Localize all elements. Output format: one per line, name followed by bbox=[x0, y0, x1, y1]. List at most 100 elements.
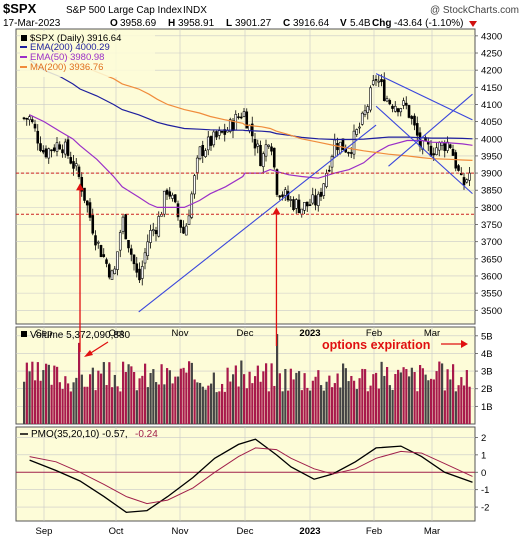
candle-body bbox=[30, 119, 34, 123]
volume-bar bbox=[232, 374, 235, 424]
volume-bar bbox=[135, 390, 138, 424]
volume-bar bbox=[111, 387, 114, 424]
x-tick-label: 2023 bbox=[299, 328, 320, 339]
candle-body bbox=[448, 144, 452, 148]
candle-body bbox=[116, 251, 119, 270]
candle-body bbox=[358, 126, 361, 129]
volume-bar bbox=[91, 367, 94, 424]
candle-body bbox=[50, 149, 53, 152]
volume-bar bbox=[113, 374, 116, 424]
candle-body bbox=[25, 118, 29, 120]
volume-bar bbox=[317, 370, 320, 424]
volume-bar bbox=[377, 388, 380, 424]
candle-body bbox=[278, 195, 282, 198]
volume-bar bbox=[122, 361, 125, 424]
candle-body bbox=[28, 116, 31, 121]
volume-bar bbox=[182, 367, 185, 424]
volume-bar bbox=[28, 371, 31, 424]
volume-bar bbox=[320, 385, 323, 424]
candle-body bbox=[83, 187, 86, 201]
candle-body bbox=[94, 235, 97, 246]
price-ytick-label: 3850 bbox=[481, 186, 502, 197]
candle-body bbox=[39, 143, 42, 151]
candle-body bbox=[206, 136, 210, 151]
volume-bar bbox=[465, 370, 468, 424]
volume-bar bbox=[251, 383, 254, 424]
volume-bar bbox=[256, 365, 259, 424]
price-ytick-label: 3650 bbox=[481, 254, 502, 265]
volume-bar bbox=[210, 383, 213, 424]
volume-bar bbox=[75, 377, 78, 424]
volume-bar bbox=[394, 373, 397, 424]
candle-body bbox=[402, 100, 405, 106]
candle-body bbox=[283, 189, 287, 196]
candle-body bbox=[360, 112, 364, 125]
volume-bar bbox=[67, 383, 70, 424]
price-ytick-label: 3750 bbox=[481, 220, 502, 231]
candle-body bbox=[138, 268, 141, 281]
volume-bar bbox=[130, 366, 133, 424]
candle-body bbox=[215, 131, 218, 138]
volume-bar bbox=[366, 391, 369, 424]
volume-label: V bbox=[340, 18, 347, 29]
volume-bar bbox=[39, 380, 42, 424]
price-ytick-label: 3950 bbox=[481, 151, 502, 162]
volume-spike-arrow-head bbox=[84, 350, 93, 357]
candle-body bbox=[61, 149, 64, 154]
candle-body bbox=[369, 87, 372, 111]
volume-bar bbox=[278, 373, 281, 424]
price-ytick-label: 4050 bbox=[481, 117, 502, 128]
candle-body bbox=[85, 200, 89, 206]
volume-bar bbox=[245, 388, 248, 424]
trendline bbox=[138, 124, 377, 313]
volume-bar bbox=[273, 385, 276, 424]
volume-bar bbox=[149, 372, 152, 424]
volume-bar bbox=[127, 364, 130, 424]
annotation-arrows bbox=[76, 183, 468, 357]
candle-body bbox=[415, 123, 419, 136]
candle-body bbox=[319, 191, 323, 197]
index-name: S&P 500 Large Cap Index bbox=[66, 5, 182, 16]
volume-bar bbox=[287, 390, 290, 424]
candle-body bbox=[377, 80, 381, 83]
volume-bar bbox=[221, 383, 224, 424]
volume-bar bbox=[157, 384, 160, 424]
volume-bar bbox=[177, 376, 180, 424]
volume-bar bbox=[207, 385, 210, 424]
volume-bar bbox=[234, 365, 237, 424]
candle-body bbox=[124, 214, 128, 240]
candle-body bbox=[47, 148, 51, 159]
volume-bar bbox=[424, 374, 427, 424]
candle-body bbox=[105, 259, 108, 264]
volume-bar bbox=[174, 376, 177, 424]
volume-bar bbox=[45, 363, 48, 424]
volume-bar bbox=[449, 379, 452, 424]
candle-body bbox=[330, 156, 334, 168]
options-expiration-label: options expiration bbox=[322, 338, 430, 352]
candle-body bbox=[308, 204, 312, 206]
volume-panel: 1B 2B 3B 4B 5B bbox=[15, 326, 493, 425]
volume-bar bbox=[53, 365, 56, 424]
candle-body bbox=[179, 219, 183, 228]
volume-bar bbox=[463, 385, 466, 424]
volume-bar bbox=[300, 390, 303, 424]
x-tick-label: Feb bbox=[366, 526, 382, 537]
volume-bar bbox=[223, 391, 226, 424]
candle-body bbox=[132, 254, 136, 265]
volume-bar bbox=[383, 375, 386, 424]
volume-bar bbox=[25, 362, 28, 424]
candle-body bbox=[338, 141, 342, 154]
legend-swatch-price bbox=[21, 35, 27, 41]
candle-body bbox=[190, 193, 194, 218]
volume-bar bbox=[292, 379, 295, 424]
candle-body bbox=[355, 129, 359, 135]
x-tick-label: Oct bbox=[109, 526, 124, 537]
candle-body bbox=[432, 153, 436, 156]
candle-body bbox=[173, 194, 177, 203]
candle-body bbox=[294, 199, 298, 209]
candle-body bbox=[382, 79, 386, 101]
candle-body bbox=[135, 263, 139, 273]
volume-bar bbox=[353, 380, 356, 424]
volume-bar bbox=[295, 372, 298, 424]
